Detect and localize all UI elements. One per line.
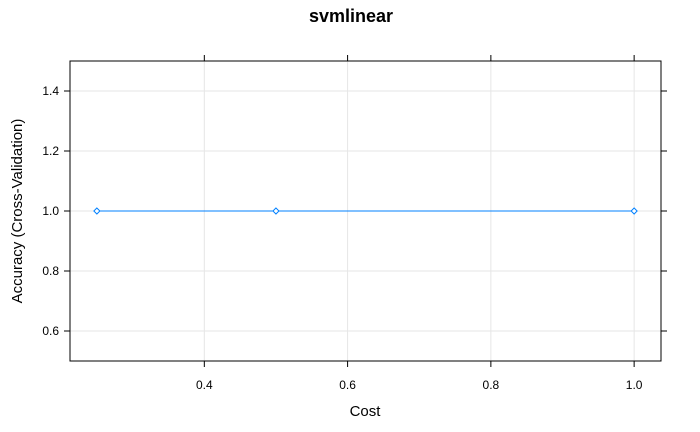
x-tick-label: 0.8 bbox=[483, 378, 500, 392]
x-tick-label: 0.4 bbox=[196, 378, 213, 392]
y-tick-label: 0.6 bbox=[42, 324, 59, 338]
series-layer bbox=[93, 207, 638, 215]
x-axis-label: Cost bbox=[350, 403, 382, 420]
x-tick-label: 1.0 bbox=[626, 378, 643, 392]
y-tick-label: 1.2 bbox=[42, 144, 59, 158]
chart-title: svmlinear bbox=[309, 6, 393, 26]
data-point bbox=[93, 207, 101, 215]
x-axis: 0.4 0.6 0.8 1.0 bbox=[196, 55, 643, 392]
y-axis-label: Accuracy (Cross-Validation) bbox=[9, 119, 26, 304]
y-axis: 0.6 0.8 1.0 1.2 1.4 bbox=[42, 84, 667, 338]
y-tick-label: 1.0 bbox=[42, 204, 59, 218]
y-tick-label: 1.4 bbox=[42, 84, 59, 98]
data-point bbox=[630, 207, 638, 215]
data-point bbox=[272, 207, 280, 215]
y-tick-label: 0.8 bbox=[42, 264, 59, 278]
x-tick-label: 0.6 bbox=[339, 378, 356, 392]
